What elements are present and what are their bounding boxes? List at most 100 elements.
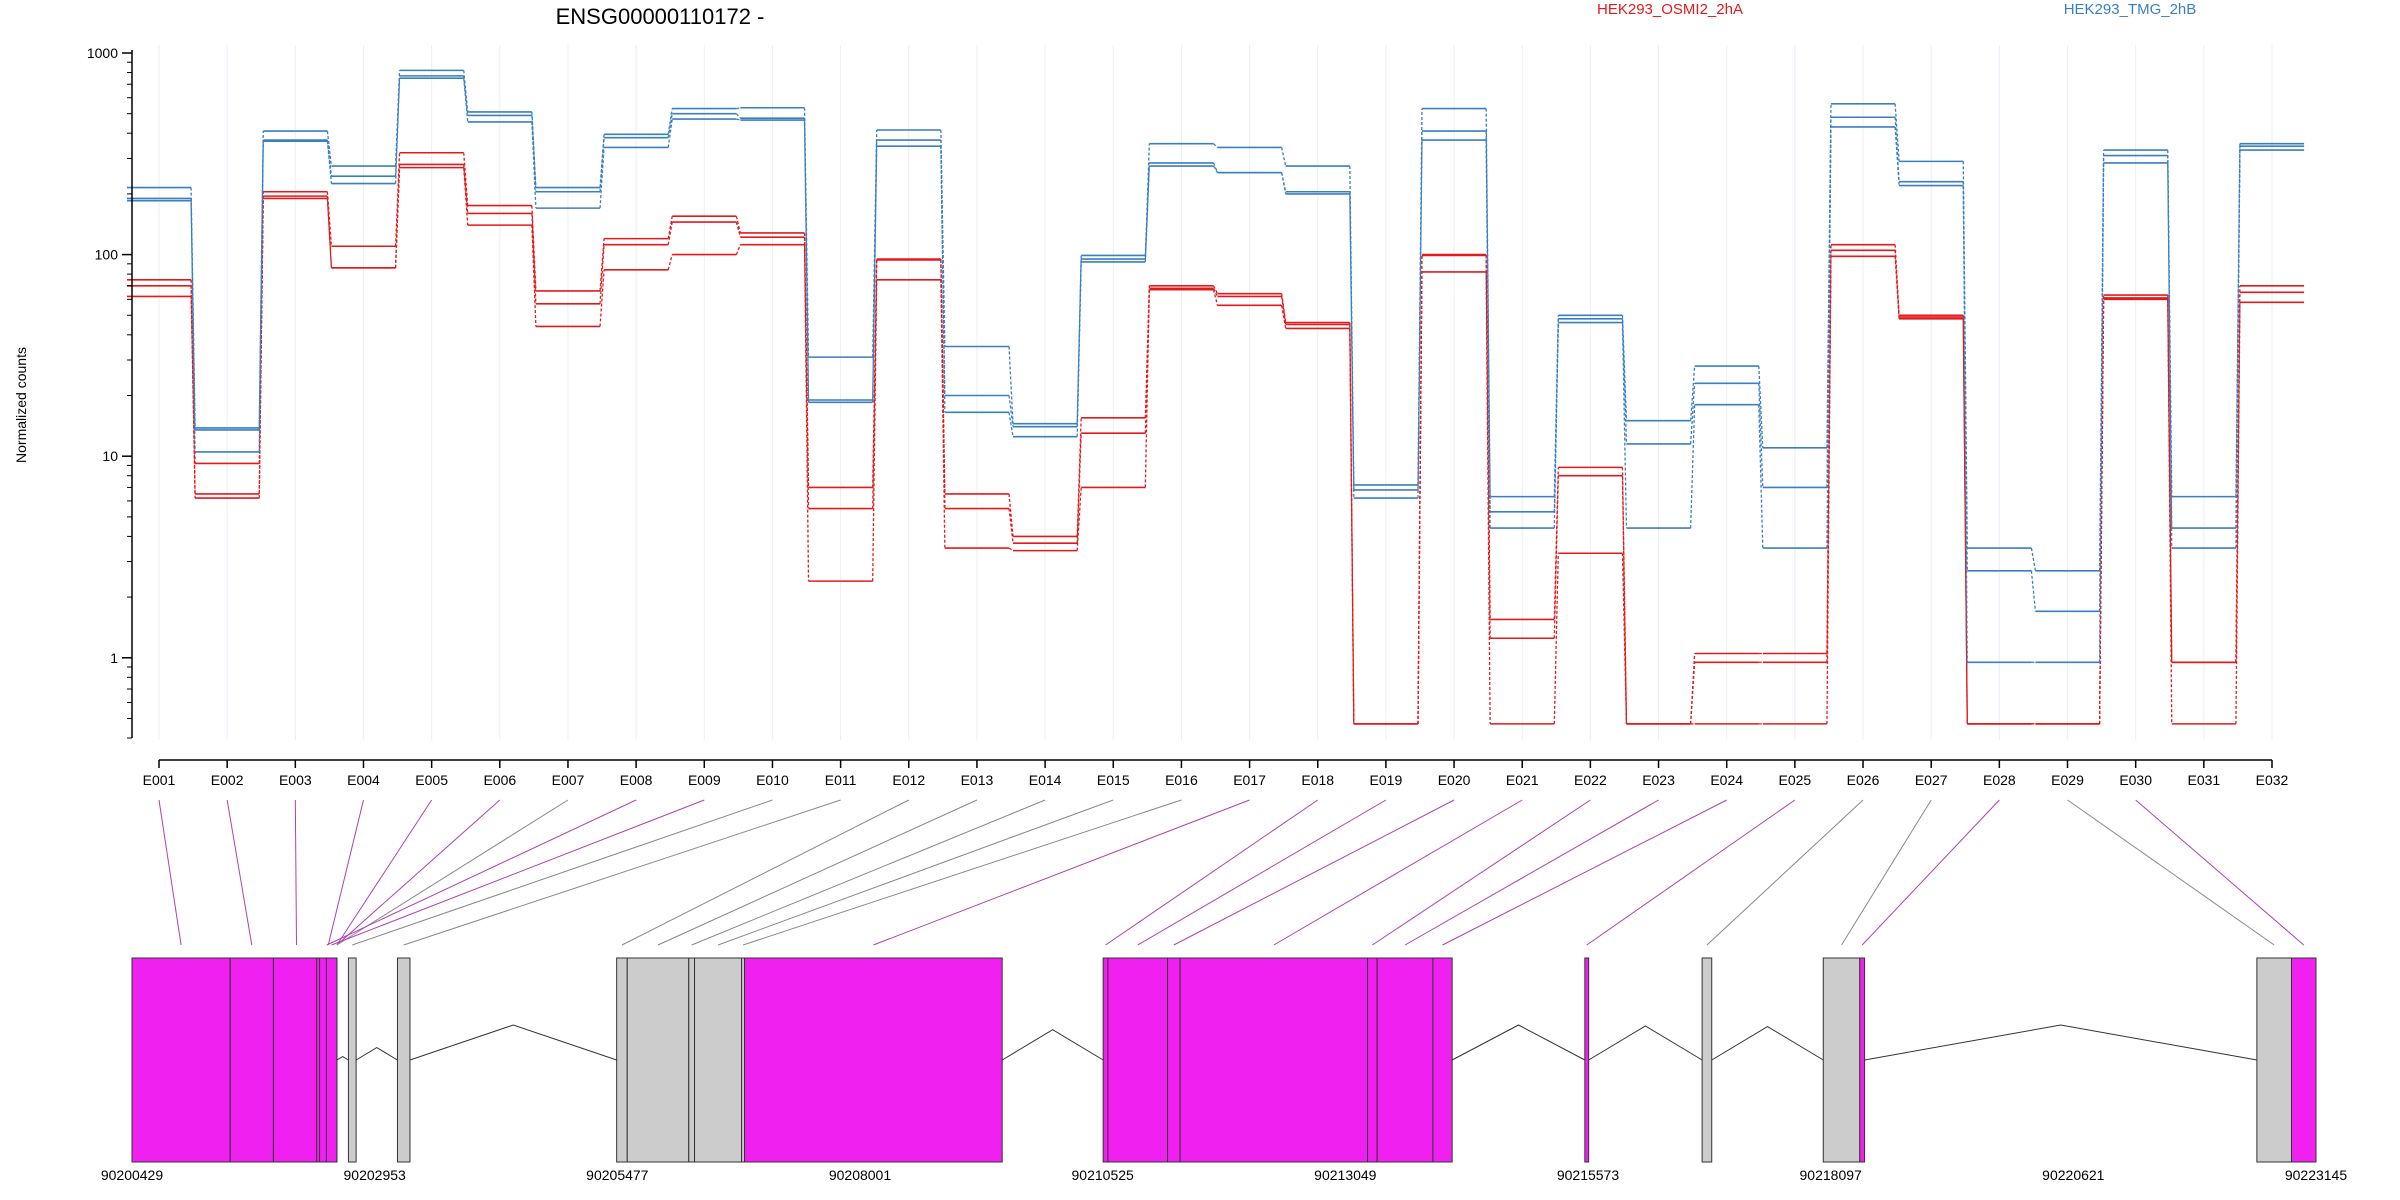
bin-connector	[717, 799, 1114, 946]
bin-connector	[873, 799, 1250, 946]
bin-connector	[2067, 799, 2275, 946]
bin-connector	[327, 799, 364, 946]
genomic-coordinate-label: 90210525	[1072, 1167, 1135, 1183]
x-tick-label: E031	[2187, 772, 2220, 788]
series-layer	[126, 69, 2305, 725]
exon-bin	[2290, 957, 2317, 1163]
exon-bin	[616, 957, 628, 1163]
x-tick-label: E011	[825, 772, 857, 788]
bin-connector	[336, 799, 569, 946]
x-tick-label: E003	[279, 772, 312, 788]
exon-bin	[744, 957, 1003, 1163]
bin-connector	[691, 799, 1046, 946]
x-axis: E001 E002 E003 E004 E005 E006 E007 E008 E009 E010…	[143, 759, 2289, 788]
series-HEK293_TMG_2hB-rep2	[126, 75, 2305, 613]
exon-bin	[1859, 957, 1866, 1163]
intron-line	[1711, 1025, 1824, 1061]
series-transition	[190, 75, 2241, 612]
bin-connector	[1105, 799, 1319, 946]
genomic-coordinate-label: 90205477	[586, 1167, 649, 1183]
y-axis: 1000 100 10 1	[87, 45, 133, 739]
bin-connector	[336, 799, 433, 946]
exon-bin	[1822, 957, 1861, 1163]
bin-connectors	[158, 799, 2305, 946]
x-tick-label: E024	[1710, 772, 1743, 788]
genomic-coordinate-axis: 90200429 90202953 90205477 90208001 90210525…	[101, 1167, 2348, 1183]
x-tick-label: E005	[415, 772, 448, 788]
x-tick-label: E009	[688, 772, 721, 788]
bin-connector	[1841, 799, 1932, 946]
exon-bin	[396, 957, 411, 1163]
genomic-coordinate-label: 90200429	[101, 1167, 164, 1183]
bin-connector	[1404, 799, 1659, 946]
exon-bin	[229, 957, 274, 1163]
y-tick-label: 1	[110, 650, 118, 666]
x-tick-label: E029	[2051, 772, 2084, 788]
y-tick-label: 100	[95, 247, 119, 263]
bin-connector	[742, 799, 1182, 946]
bin-connector	[1372, 799, 1591, 946]
series-transition	[190, 78, 2241, 663]
series-transition	[190, 167, 2241, 725]
genomic-coordinate-label: 90202953	[344, 1167, 407, 1183]
x-tick-label: E021	[1506, 772, 1539, 788]
intron-line	[355, 1047, 398, 1061]
exon-bin	[1432, 957, 1453, 1163]
y-axis-label: Normalized counts	[13, 347, 29, 463]
x-tick-label: E002	[211, 772, 244, 788]
exon-bin	[1167, 957, 1181, 1163]
intron-line	[1451, 1024, 1586, 1061]
exon-bin	[325, 957, 338, 1163]
bin-connector	[621, 799, 909, 946]
bin-connector	[326, 799, 637, 946]
bin-connector	[331, 799, 705, 946]
exon-bin	[2256, 957, 2292, 1163]
x-tick-label: E019	[1370, 772, 1403, 788]
chart-title: ENSG00000110172 -	[556, 4, 765, 29]
exon-bin	[688, 957, 696, 1163]
exon-bin	[1584, 957, 1590, 1163]
legend-entry: HEK293_TMG_2hB	[2064, 1, 2197, 18]
exon-bin	[1107, 957, 1169, 1163]
exon-bin	[626, 957, 690, 1163]
intron-line	[1588, 1025, 1703, 1061]
x-tick-label: E025	[1779, 772, 1812, 788]
x-tick-label: E017	[1233, 772, 1266, 788]
x-tick-label: E015	[1097, 772, 1130, 788]
bin-connector	[1273, 799, 1523, 946]
genomic-coordinate-label: 90218097	[1800, 1167, 1863, 1183]
bin-connector	[1137, 799, 1387, 946]
bin-connector	[352, 799, 773, 946]
bin-connector	[403, 799, 841, 946]
genomic-coordinate-label: 90223145	[2285, 1167, 2348, 1183]
series-transition	[190, 70, 2241, 571]
exon-bin	[1367, 957, 1378, 1163]
genomic-coordinate-label: 90213049	[1314, 1167, 1377, 1183]
exon-bin	[1701, 957, 1713, 1163]
intron-line	[336, 1055, 349, 1061]
legend: HEK293_OSMI2_2hA HEK293_TMG_2hB	[1597, 1, 2196, 18]
bin-connector	[1861, 799, 2000, 946]
bin-connector	[294, 799, 298, 946]
gene-model	[131, 957, 2317, 1163]
x-tick-label: E012	[892, 772, 925, 788]
x-tick-label: E020	[1438, 772, 1471, 788]
intron-line	[1001, 1029, 1104, 1061]
bin-connector	[657, 799, 978, 946]
x-tick-label: E006	[483, 772, 516, 788]
x-tick-label: E030	[2119, 772, 2152, 788]
bin-connector	[1442, 799, 1727, 946]
bin-connector	[1706, 799, 1864, 946]
x-tick-label: E013	[961, 772, 994, 788]
x-tick-label: E027	[1915, 772, 1948, 788]
series-HEK293_TMG_2hB-rep1	[126, 69, 2305, 572]
genomic-coordinate-label: 90208001	[829, 1167, 892, 1183]
intron-line	[1864, 1024, 2257, 1061]
y-tick-label: 10	[102, 448, 118, 464]
bin-connector	[1173, 799, 1455, 946]
x-tick-label: E007	[552, 772, 585, 788]
genomic-coordinate-label: 90220621	[2042, 1167, 2105, 1183]
y-tick-label: 1000	[87, 45, 118, 61]
exon-bin	[131, 957, 231, 1163]
x-tick-label: E008	[620, 772, 653, 788]
